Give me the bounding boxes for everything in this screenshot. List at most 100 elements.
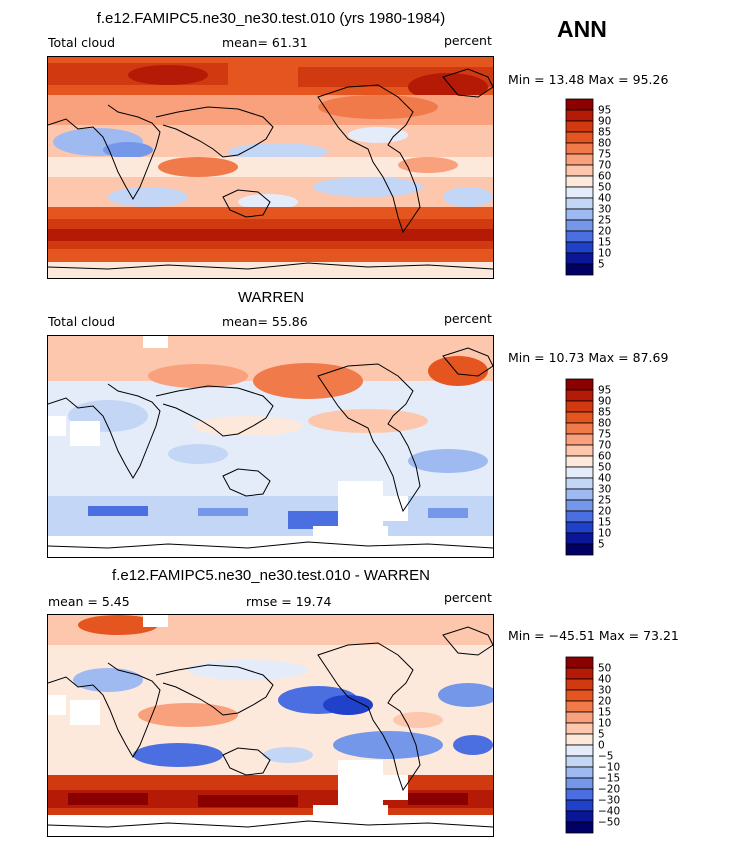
colorbar-swatch [565,477,594,490]
colorbar-label: −40 [598,806,620,818]
colorbar-label: 95 [598,385,611,397]
colorbar-swatch [565,142,594,155]
colorbar-label: 5 [598,729,605,741]
colorbar-swatch [565,667,594,680]
colorbar-label: 60 [598,451,611,463]
colorbar-label: 30 [598,204,611,216]
colorbar-swatch [565,711,594,724]
colorbar-label: 25 [598,215,611,227]
colorbar-swatch [565,230,594,243]
colorbar-swatch [565,197,594,210]
colorbar-label: 5 [598,259,605,271]
colorbar-label: 5 [598,539,605,551]
colorbar-label: 85 [598,407,611,419]
colorbar-label: 60 [598,171,611,183]
colorbar-swatch [565,164,594,177]
colorbar-swatch [565,510,594,523]
colorbar-swatch [565,766,594,779]
colorbar-swatch [565,219,594,232]
colorbar-swatch [565,543,594,556]
colorbar-swatch [565,98,594,111]
colorbar-label: 40 [598,193,611,205]
colorbar-label: 40 [598,674,611,686]
colorbar-label: 15 [598,237,611,249]
colorbar-swatch [565,252,594,265]
colorbar-swatch [565,186,594,199]
colorbar-swatch [565,153,594,166]
colorbar-swatch [565,175,594,188]
colorbar-swatch [565,488,594,501]
panel-3-minmax: Min = −45.51 Max = 73.21 [508,628,679,643]
colorbar-label: −15 [598,773,620,785]
colorbar-label: 20 [598,696,611,708]
colorbar-label: 80 [598,418,611,430]
colorbar-swatch [565,455,594,468]
panel-2-title: WARREN [237,289,305,306]
panel-1-mean-label: mean= 61.31 [222,35,308,50]
colorbar-label: 10 [598,248,611,260]
colorbar-label: 30 [598,685,611,697]
colorbar-swatch [565,777,594,790]
panel-2-map [47,335,494,558]
colorbar-swatch [565,678,594,691]
colorbar-label: 50 [598,663,611,675]
colorbar-label: 75 [598,149,611,161]
colorbar-label: 95 [598,105,611,117]
panel-1-field [48,57,493,278]
colorbar-swatch [565,208,594,221]
colorbar-label: −10 [598,762,620,774]
panel-1-left-label: Total cloud [48,35,116,50]
colorbar-label: 10 [598,528,611,540]
colorbar-label: 15 [598,517,611,529]
colorbar-swatch [565,656,594,669]
colorbar-label: −5 [598,751,613,763]
colorbar-label: −50 [598,817,620,829]
panel-1-map [47,56,494,279]
colorbar-label: 50 [598,182,611,194]
colorbar-swatch [565,755,594,768]
panel-1-minmax: Min = 13.48 Max = 95.26 [508,72,669,87]
colorbar-label: 25 [598,495,611,507]
panel-2-minmax: Min = 10.73 Max = 87.69 [508,350,669,365]
colorbar-swatch [565,722,594,735]
colorbar-swatch [565,521,594,534]
colorbar-swatch [565,411,594,424]
panel-3-title: f.e12.FAMIPC5.ne30_ne30.test.010 - WARRE… [112,567,430,584]
colorbar-label: 85 [598,127,611,139]
colorbar-swatch [565,700,594,713]
colorbar-swatch [565,744,594,757]
colorbar-swatch [565,466,594,479]
colorbar-swatch [565,378,594,391]
panel-2-units: percent [444,311,492,326]
panel-3-rmse-label: rmse = 19.74 [246,594,332,609]
colorbar-label: 70 [598,160,611,172]
panel-2-left-label: Total cloud [48,314,116,329]
colorbar-label: 10 [598,718,611,730]
colorbar-swatch [565,120,594,133]
colorbar-swatch [565,532,594,545]
colorbar-label: 30 [598,484,611,496]
season-label: ANN [557,16,607,42]
colorbar-swatch [565,499,594,512]
colorbar-swatch [565,821,594,834]
panel-2-field [48,336,493,557]
colorbar-swatch [565,131,594,144]
colorbar-label: 90 [598,116,611,128]
colorbar-swatch [565,799,594,812]
colorbar-swatch [565,241,594,254]
colorbar-swatch [565,400,594,413]
colorbar-label: −30 [598,795,620,807]
colorbar-label: 75 [598,429,611,441]
panel-3-units: percent [444,590,492,605]
colorbar-label: 90 [598,396,611,408]
colorbar-label: −20 [598,784,620,796]
colorbar-label: 50 [598,462,611,474]
panel-3-map [47,614,494,837]
colorbar-label: 80 [598,138,611,150]
panel-3-field [48,615,493,836]
colorbar-label: 70 [598,440,611,452]
colorbar-swatch [565,389,594,402]
colorbar-swatch [565,810,594,823]
